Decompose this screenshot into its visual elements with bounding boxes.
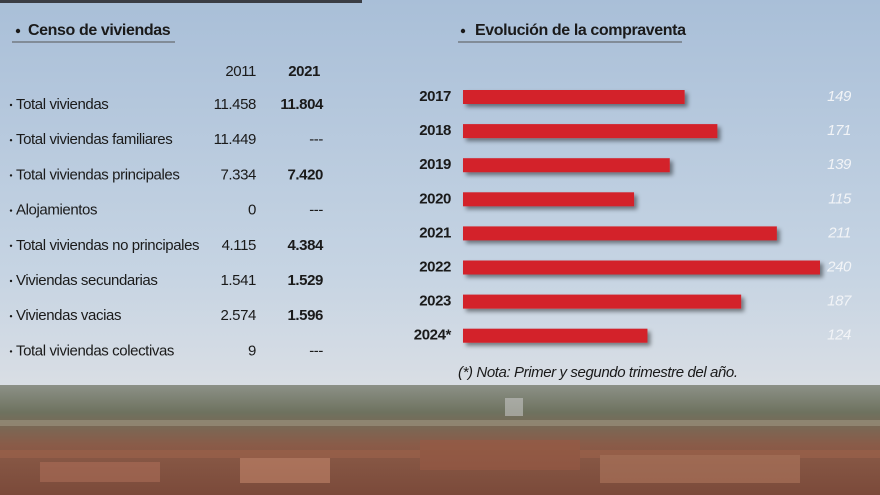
row-bullet: [9, 244, 13, 247]
chart-note: (*) Nota: Primer y segundo trimestre del…: [458, 364, 738, 381]
cell-2011: 7.334: [220, 166, 256, 183]
row-bullet: [9, 103, 13, 107]
row-label: Total viviendas principales: [16, 166, 179, 183]
cell-2011: 11.458: [214, 96, 256, 113]
row-label: Total viviendas familiares: [16, 131, 172, 148]
cell-2011: 1.541: [220, 272, 256, 289]
row-label: Alojamientos: [16, 202, 97, 219]
row-label: Total viviendas no principales: [16, 237, 199, 254]
bar: [463, 124, 718, 139]
cell-2011: 4.115: [222, 237, 256, 254]
top-bar: [0, 0, 362, 3]
value-label: 139: [827, 156, 852, 173]
cell-2011: 2.574: [220, 307, 256, 324]
category-label: 2021: [419, 224, 451, 241]
chart-title: Evolución de la compraventa: [475, 22, 686, 39]
bar: [463, 226, 777, 241]
bullet: [15, 28, 21, 34]
bar: [463, 90, 685, 104]
value-label: 171: [827, 122, 851, 139]
value-label: 187: [827, 293, 852, 310]
cell-2021: 7.420: [287, 166, 323, 183]
category-label: 2017: [419, 88, 451, 105]
cell-2011: 11.449: [214, 131, 256, 148]
bar: [463, 294, 742, 309]
cell-2021: ---: [309, 131, 323, 148]
bullet: [460, 28, 466, 34]
row-bullet: [9, 174, 13, 177]
category-label: 2023: [419, 293, 451, 310]
row-bullet: [9, 139, 13, 142]
row-bullet: [9, 315, 13, 318]
row-bullet: [9, 209, 13, 212]
cell-2021: 4.384: [287, 237, 324, 254]
value-label: 149: [827, 88, 852, 105]
cell-2021: ---: [309, 342, 323, 359]
cell-2021: 1.596: [287, 307, 323, 324]
category-label: 2020: [419, 190, 451, 207]
bar: [463, 328, 648, 343]
category-label: 2019: [419, 156, 451, 173]
cell-2011: 9: [248, 342, 256, 359]
cell-2021: 1.529: [287, 272, 323, 289]
category-label: 2018: [419, 122, 451, 139]
row-label: Total viviendas: [16, 96, 108, 113]
bar: [463, 158, 670, 173]
city-details: [0, 398, 880, 483]
row-label: Viviendas vacias: [16, 307, 121, 324]
value-label: 211: [827, 224, 851, 241]
row-label: Total viviendas colectivas: [16, 342, 174, 359]
category-label: 2024*: [414, 327, 452, 344]
value-label: 124: [827, 327, 851, 344]
value-label: 115: [828, 190, 852, 207]
category-label: 2022: [419, 258, 451, 275]
row-label: Viviendas secundarias: [16, 272, 157, 289]
cell-2021: 11.804: [280, 96, 324, 113]
column-header: 2011: [225, 63, 256, 80]
row-bullet: [9, 279, 13, 283]
cell-2021: ---: [309, 202, 323, 219]
column-header: 2021: [288, 63, 320, 80]
value-label: 240: [826, 258, 852, 275]
bar: [463, 260, 820, 275]
bar: [463, 192, 635, 207]
row-bullet: [9, 350, 13, 353]
cell-2011: 0: [248, 202, 256, 219]
table-title: Censo de viviendas: [28, 22, 171, 39]
